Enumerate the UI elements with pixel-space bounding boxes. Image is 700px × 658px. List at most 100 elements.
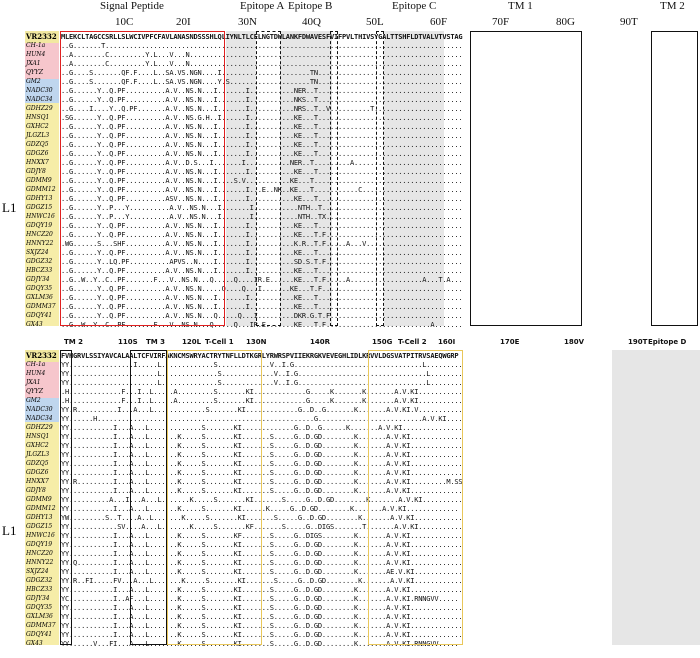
sequence-row: ..G.......T.............................… — [61, 41, 463, 50]
strain-label: NADC34 — [26, 414, 53, 422]
sequence-row: ..G......Y..Q.PF..........A.V..NS.N...I.… — [61, 248, 463, 257]
sequence-row: ..G......Y..LQ.PF..........APVS..N....I.… — [61, 257, 463, 266]
strain-label: GDHY13 — [26, 513, 53, 521]
region-epitope-c: Epitope C — [392, 0, 437, 12]
tick-140r: 140R — [310, 338, 331, 346]
strain-label: GXHC2 — [26, 122, 49, 130]
sequence-row: .WG......S...SHF..........A.V..NS.N...I.… — [61, 239, 463, 248]
strain-label: GDMM9 — [26, 176, 52, 184]
strain-label: GDQY19 — [26, 540, 53, 548]
region-signal-peptide: Signal Peptide — [100, 0, 164, 12]
sequence-row: ..G......Y..Q.PF..........A.V..NS.N...I.… — [61, 131, 463, 140]
tick-20i: 20I — [176, 16, 191, 28]
box-tm2-b — [60, 350, 72, 645]
sequence-row: ..G......Y..Q.PF..........A.V..NS.N...I.… — [61, 221, 463, 230]
bg-lineage1 — [25, 103, 59, 326]
strain-label: HBCZ33 — [26, 585, 53, 593]
strain-label: CH-1a — [26, 360, 46, 368]
strain-label: GDQY35 — [26, 603, 53, 611]
strain-label: HNWC16 — [26, 531, 55, 539]
strain-label: GX43 — [26, 639, 43, 647]
sequence-row: ..G......Y..Q.PF..........A.V..NS.N...I.… — [61, 140, 463, 149]
tick-70f: 70F — [492, 16, 510, 28]
region-tm2: TM 2 — [660, 0, 685, 12]
strain-label: GDQY41 — [26, 311, 53, 319]
box-tcell1 — [167, 350, 262, 645]
region-epitope-b: Epitope B — [288, 0, 333, 12]
sequence-row: ..A........C.........Y.L...V...N........… — [61, 59, 463, 68]
strain-label: NADC34 — [26, 95, 53, 103]
sequence-row: ..G....S.......QF.F....L..SA.VS.NGN....Y… — [61, 77, 463, 86]
strain-label: JLGZL3 — [26, 450, 50, 458]
strain-label: HNCZ20 — [26, 549, 53, 557]
strain-label: GDMM12 — [26, 504, 56, 512]
strain-label: JLGZL3 — [26, 131, 50, 139]
region-epitope-d: Epitope D — [648, 338, 687, 346]
strain-label: GDQY41 — [26, 630, 53, 638]
tick-120l: 120L — [182, 338, 202, 346]
region-tm2-b: TM 2 — [64, 338, 84, 346]
strain-label: QYYZ — [26, 387, 44, 395]
strain-label: GDGZ15 — [26, 203, 53, 211]
region-tm1: TM 1 — [508, 0, 533, 12]
sequence-row: ..G......Y..Q.PF..........A.V..NS.N...I.… — [61, 230, 463, 239]
sequence-row: ..G......Y..Q.PF..........A.V..NS.N...I.… — [61, 95, 463, 104]
strain-label: VR2332 — [26, 31, 57, 41]
strain-label: GDGZ32 — [26, 257, 53, 265]
group-label-l1-b: L1 — [2, 523, 17, 538]
strain-label: VR2332 — [26, 350, 57, 360]
region-tcell1: T-Cell 1 — [205, 338, 234, 346]
sequence-row: YC...........I..AF...L.......K.....S....… — [61, 594, 459, 603]
strain-label: HNSQ1 — [26, 113, 50, 121]
strain-label: CH-1a — [26, 41, 46, 49]
strain-label: HNXX7 — [26, 158, 49, 166]
strain-label: GDJY34 — [26, 594, 50, 602]
strain-label: GXLM36 — [26, 293, 53, 301]
tick-10c: 10C — [115, 16, 134, 28]
strain-label: GDMM37 — [26, 621, 56, 629]
region-epitope-a: Epitope A — [240, 0, 285, 12]
sequence-row: ..G..W..Y..C..PF.......F...V..NS.N...Q..… — [61, 275, 463, 284]
box-epitope-b — [330, 31, 338, 326]
region-tcell2: T-Cell 2 — [398, 338, 427, 346]
strain-label: JXA1 — [26, 59, 41, 67]
strain-label: NADC30 — [26, 86, 53, 94]
tick-160i: 160I — [438, 338, 456, 346]
sequence-row: ..G......Y..Q.PF..........A.V..NS.N...I.… — [61, 149, 463, 158]
reference-sequence: MLEKCLTAGCCSRLLSLWCIVPFCFAVLANASNDSSSHLQ… — [61, 32, 463, 41]
strain-label: GDHZ29 — [26, 104, 53, 112]
bg-reference — [25, 31, 59, 43]
box-signal-peptide — [60, 31, 225, 326]
strain-label: GDJY8 — [26, 486, 46, 494]
tick-190t: 190T — [628, 338, 648, 346]
tick-40q: 40Q — [302, 16, 321, 28]
alignment-panel-top: Signal Peptide Epitope A Epitope B Epito… — [2, 0, 698, 329]
sequence-row: ..G......Y..Q.PF..........A.V..NS.N...I.… — [61, 302, 463, 311]
tick-130n: 130N — [246, 338, 267, 346]
group-label-l1: L1 — [2, 200, 17, 215]
tick-80g: 80G — [556, 16, 575, 28]
sequence-row: ..G......Y..Q.PF..........A.V..NS.N...I.… — [61, 293, 463, 302]
sequence-row: ..G......Y..Q.PF..........A.V..NS.N...I.… — [61, 122, 463, 131]
strain-label: HNNY22 — [26, 558, 54, 566]
bg-classic-hp-2 — [25, 362, 59, 398]
tick-30n: 30N — [238, 16, 257, 28]
strain-label: GDMM37 — [26, 302, 56, 310]
strain-label: GDHZ29 — [26, 423, 53, 431]
sequence-row: ..G......Y..Q.PF..........A.V..NS.N...I.… — [61, 185, 463, 194]
strain-label: GDGZ15 — [26, 522, 53, 530]
shade-epitope-d — [612, 350, 700, 645]
sequence-row: ..G......Y..Q.PF..........ASV..NS.N...I.… — [61, 194, 463, 203]
tick-90t: 90T — [620, 16, 638, 28]
strain-label: GDZQ5 — [26, 459, 49, 467]
bg-hp-other-2 — [25, 398, 59, 422]
strain-label: SXJZ24 — [26, 567, 49, 575]
sequence-row: ..A........C.........Y.L...V...N........… — [61, 50, 463, 59]
sequence-row: YY......V...FI...A...L.......K.....S....… — [61, 639, 459, 648]
tick-60f: 60F — [430, 16, 448, 28]
bg-classic-hp — [25, 43, 59, 79]
alignment-panel-bottom: TM 2 TM 3 T-Cell 1 T-Cell 2 Epitope D 11… — [0, 333, 700, 658]
tick-170e: 170E — [500, 338, 520, 346]
sequence-row: ..G......Y..P...Y..........A.V..NS.N...I… — [61, 212, 463, 221]
sequence-row: ..G....I....Y..Q.PF.......A.V..NS.N...I.… — [61, 104, 463, 113]
